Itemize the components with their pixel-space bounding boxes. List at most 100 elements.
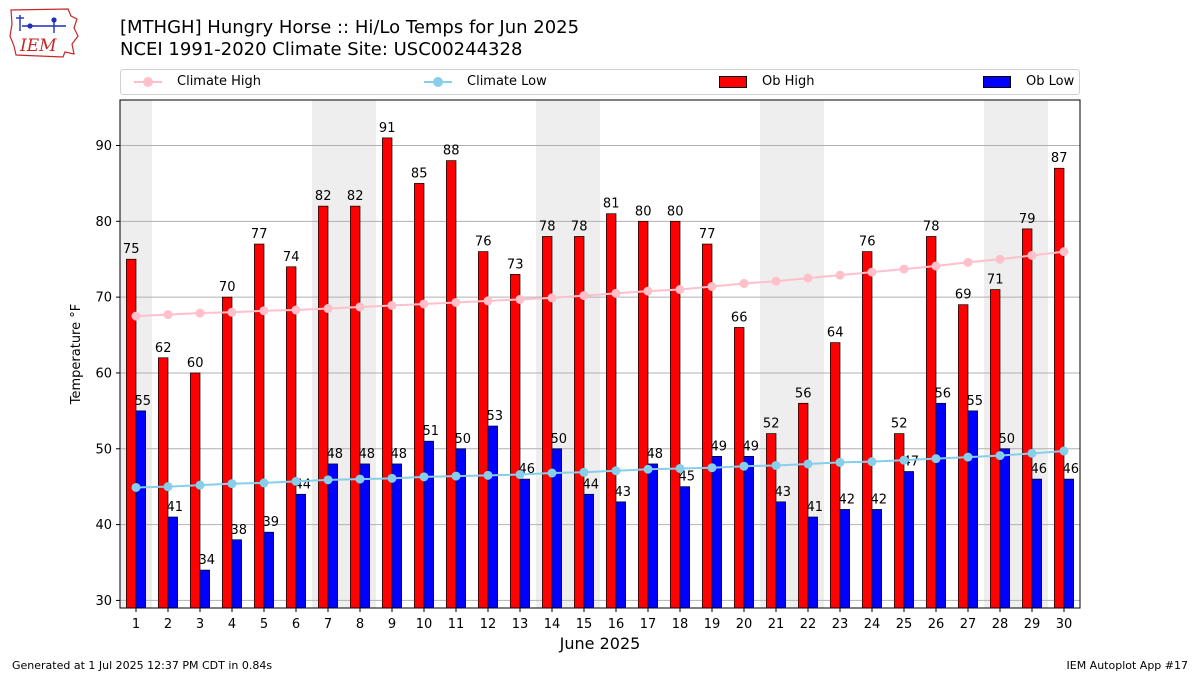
bar-label-ob-low: 48	[327, 447, 344, 462]
bar-ob-low	[519, 478, 530, 609]
logo-text: IEM	[19, 36, 57, 56]
x-tick-label: 12	[480, 617, 497, 632]
bar-ob-low	[167, 516, 178, 609]
plot-frame	[119, 99, 1081, 609]
bar-ob-high	[446, 160, 457, 609]
point-climate-high	[835, 270, 845, 280]
y-tick-label: 30	[95, 594, 112, 609]
bar-label-ob-low: 48	[359, 447, 376, 462]
point-climate-low	[291, 476, 301, 486]
point-climate-high	[771, 276, 781, 286]
point-climate-high	[899, 264, 909, 274]
bar-label-ob-low: 43	[775, 485, 792, 500]
bar-label-ob-high: 56	[795, 386, 812, 401]
bar-label-ob-high: 75	[123, 242, 140, 257]
y-tick-label: 60	[95, 366, 112, 381]
point-climate-high	[643, 286, 653, 296]
bar-label-ob-low: 53	[487, 409, 504, 424]
bar-ob-high	[990, 289, 1001, 609]
point-climate-high	[963, 257, 973, 267]
legend-label: Climate High	[177, 74, 262, 89]
point-climate-high	[547, 293, 557, 303]
x-tick-label: 13	[512, 617, 529, 632]
app-credit: IEM Autoplot App #17	[1066, 659, 1189, 672]
x-tick-label: 9	[388, 617, 396, 632]
bar-ob-high	[862, 251, 873, 609]
bar-ob-low	[679, 486, 690, 609]
legend-swatch-ob-high	[719, 76, 747, 88]
x-tick-label: 10	[416, 617, 433, 632]
point-climate-low	[387, 473, 397, 483]
legend-label: Ob High	[762, 74, 815, 89]
bar-ob-low	[743, 456, 754, 609]
point-climate-high	[1027, 250, 1037, 260]
x-tick-label: 4	[228, 617, 236, 632]
point-climate-low	[483, 470, 493, 480]
bar-ob-high	[606, 213, 617, 609]
bar-ob-low	[871, 509, 882, 609]
bar-label-ob-high: 60	[187, 356, 204, 371]
legend-swatch-ob-low	[983, 76, 1011, 88]
bar-ob-low	[903, 471, 914, 609]
bar-ob-high	[126, 258, 137, 609]
bar-label-ob-high: 78	[571, 219, 588, 234]
chart-subtitle: NCEI 1991-2020 Climate Site: USC00244328	[120, 39, 523, 60]
bar-label-ob-high: 73	[507, 257, 524, 272]
bar-label-ob-high: 76	[859, 235, 876, 250]
bar-label-ob-high: 85	[411, 166, 428, 181]
bar-ob-low	[807, 516, 818, 609]
bar-label-ob-high: 87	[1051, 151, 1068, 166]
bar-ob-low	[647, 463, 658, 609]
bar-ob-low	[231, 539, 242, 609]
point-climate-high	[739, 278, 749, 288]
x-tick-label: 1	[132, 617, 140, 632]
bar-label-ob-low: 51	[423, 424, 440, 439]
chart-legend: Climate High Climate Low Ob High Ob Low	[120, 69, 1080, 95]
point-climate-low	[931, 454, 941, 464]
bar-ob-high	[254, 243, 265, 609]
bar-ob-high	[830, 342, 841, 609]
point-climate-low	[1059, 446, 1069, 456]
bar-ob-low	[391, 463, 402, 609]
x-tick-label: 8	[356, 617, 364, 632]
point-climate-high	[355, 302, 365, 312]
bar-ob-high	[318, 205, 329, 609]
point-climate-low	[227, 479, 237, 489]
x-tick-label: 26	[928, 617, 945, 632]
bar-ob-high	[1054, 167, 1065, 609]
bar-ob-high	[222, 296, 233, 609]
bar-label-ob-low: 48	[647, 447, 664, 462]
bar-label-ob-high: 70	[219, 280, 236, 295]
bar-ob-high	[190, 372, 201, 609]
x-tick-label: 27	[960, 617, 977, 632]
bar-ob-high	[670, 220, 681, 609]
point-climate-low	[995, 451, 1005, 461]
bar-ob-high	[766, 433, 777, 609]
bar-label-ob-low: 48	[391, 447, 408, 462]
point-climate-high	[291, 305, 301, 315]
bar-label-ob-high: 78	[539, 219, 556, 234]
point-climate-low	[643, 464, 653, 474]
bar-label-ob-low: 50	[551, 432, 568, 447]
bar-label-ob-low: 41	[807, 500, 824, 515]
bar-label-ob-low: 39	[263, 515, 280, 530]
x-tick-label: 14	[544, 617, 561, 632]
bar-label-ob-low: 56	[935, 386, 952, 401]
point-climate-high	[707, 282, 717, 292]
point-climate-high	[259, 306, 269, 316]
bar-label-ob-low: 46	[1063, 462, 1080, 477]
point-climate-high	[675, 285, 685, 295]
bar-label-ob-low: 45	[679, 470, 696, 485]
x-tick-label: 15	[576, 617, 593, 632]
point-climate-high	[611, 288, 621, 298]
point-climate-high	[451, 297, 461, 307]
bar-label-ob-low: 38	[231, 523, 248, 538]
bar-label-ob-high: 82	[315, 189, 332, 204]
x-tick-label: 29	[1024, 617, 1041, 632]
bar-ob-low	[1063, 478, 1074, 609]
x-tick-label: 23	[832, 617, 849, 632]
bar-ob-low	[711, 456, 722, 609]
bar-label-ob-low: 42	[871, 492, 888, 507]
point-climate-high	[195, 308, 205, 318]
